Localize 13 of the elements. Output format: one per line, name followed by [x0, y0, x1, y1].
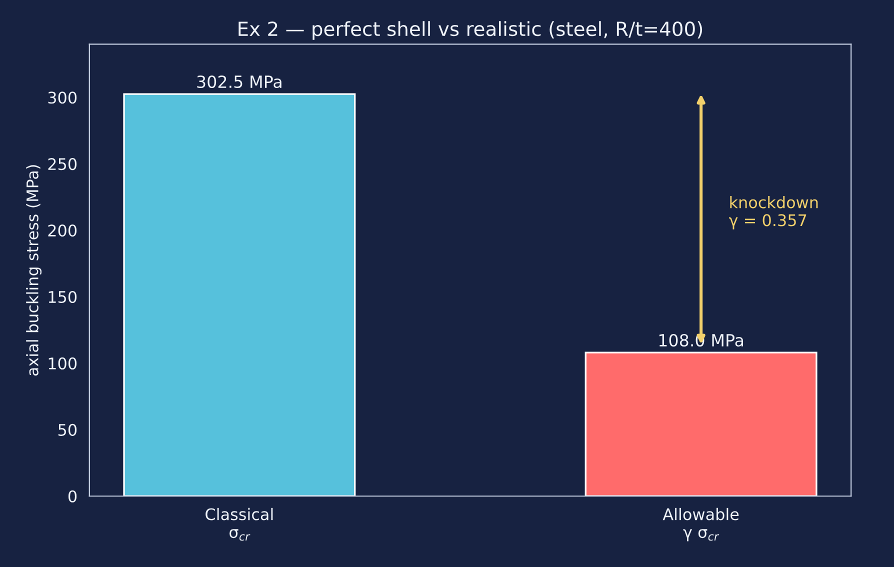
- x-tick-label: Classical σ$_{cr}$: [206, 508, 273, 541]
- y-tick-label: 100: [48, 357, 77, 370]
- y-tick-label: 250: [48, 158, 77, 170]
- y-tick-label: 0: [68, 490, 77, 502]
- annotation: knockdown γ = 0.357: [729, 196, 818, 230]
- x-tick-label: Allowable γ σ$_{cr}$: [662, 508, 739, 542]
- y-tick-label: 300: [48, 92, 77, 104]
- y-tick-label: 200: [48, 224, 77, 237]
- y-axis-title: axial buckling stress (MPa): [26, 165, 42, 376]
- y-tick-label: 150: [48, 290, 77, 304]
- y-tick-label: 50: [58, 424, 77, 436]
- data-label: 302.5 MPa: [197, 75, 282, 88]
- chart-title: Ex 2 — perfect shell vs realistic (steel, R/t=400): [238, 21, 702, 40]
